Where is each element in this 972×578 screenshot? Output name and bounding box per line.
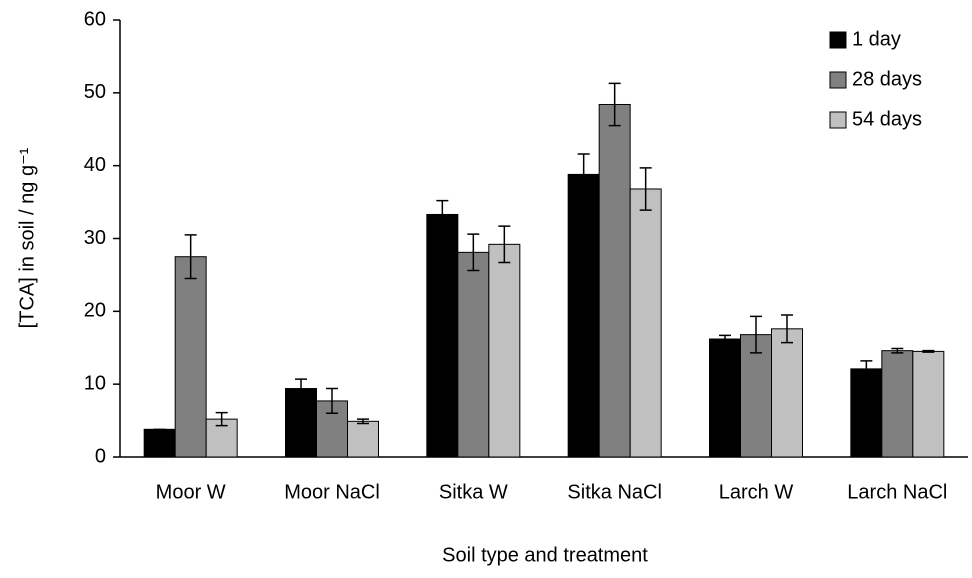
bar [850, 368, 883, 458]
bar [285, 388, 317, 458]
y-tick-label: 20 [84, 300, 106, 322]
bar [771, 328, 803, 458]
y-tick-label: 30 [84, 227, 106, 249]
x-tick-label: Larch NaCl [847, 481, 947, 503]
error-bar [608, 82, 621, 127]
y-tick-label: 60 [84, 8, 106, 30]
bar [457, 251, 490, 458]
y-tick-label: 40 [84, 154, 106, 176]
bar [426, 213, 459, 458]
error-bar [750, 315, 762, 354]
bar [567, 173, 600, 458]
error-bar [357, 418, 369, 425]
error-bar [922, 349, 935, 353]
x-tick-label: Sitka NaCl [567, 481, 661, 503]
error-bar [467, 233, 480, 272]
bar [316, 400, 348, 458]
error-bar [436, 199, 449, 230]
bar [629, 188, 662, 458]
error-bar [577, 153, 590, 196]
legend-swatch [829, 71, 847, 89]
error-bar [891, 347, 904, 354]
x-tick-label: Moor NaCl [284, 481, 380, 503]
y-axis-label: [TCA] in soil / ng g⁻¹ [16, 147, 38, 328]
bar [488, 243, 521, 458]
y-tick-label: 10 [84, 372, 106, 394]
error-bar [781, 314, 793, 344]
bar [881, 350, 914, 458]
error-bar [326, 387, 338, 415]
legend-label: 54 days [852, 108, 922, 130]
bar [347, 420, 379, 458]
x-tick-label: Moor W [156, 481, 226, 503]
legend-swatch [829, 31, 847, 49]
x-tick-label: Larch W [719, 481, 794, 503]
x-axis-label: Soil type and treatment [442, 544, 648, 566]
error-bar [295, 378, 307, 399]
error-bar [860, 360, 873, 378]
y-tick-label: 50 [84, 81, 106, 103]
bar [174, 256, 207, 458]
bar [709, 338, 741, 458]
bar [912, 350, 945, 458]
legend-label: 1 day [852, 28, 901, 50]
error-bar [639, 167, 652, 211]
error-bar [184, 234, 197, 280]
x-tick-label: Sitka W [439, 481, 508, 503]
y-tick-label: 0 [95, 445, 106, 467]
bar [740, 334, 772, 458]
legend-swatch [829, 111, 847, 129]
legend-label: 28 days [852, 68, 922, 90]
bar [598, 103, 631, 458]
error-bar [215, 411, 228, 427]
bar [143, 428, 176, 458]
error-bar [498, 225, 511, 264]
error-bar [719, 334, 731, 344]
